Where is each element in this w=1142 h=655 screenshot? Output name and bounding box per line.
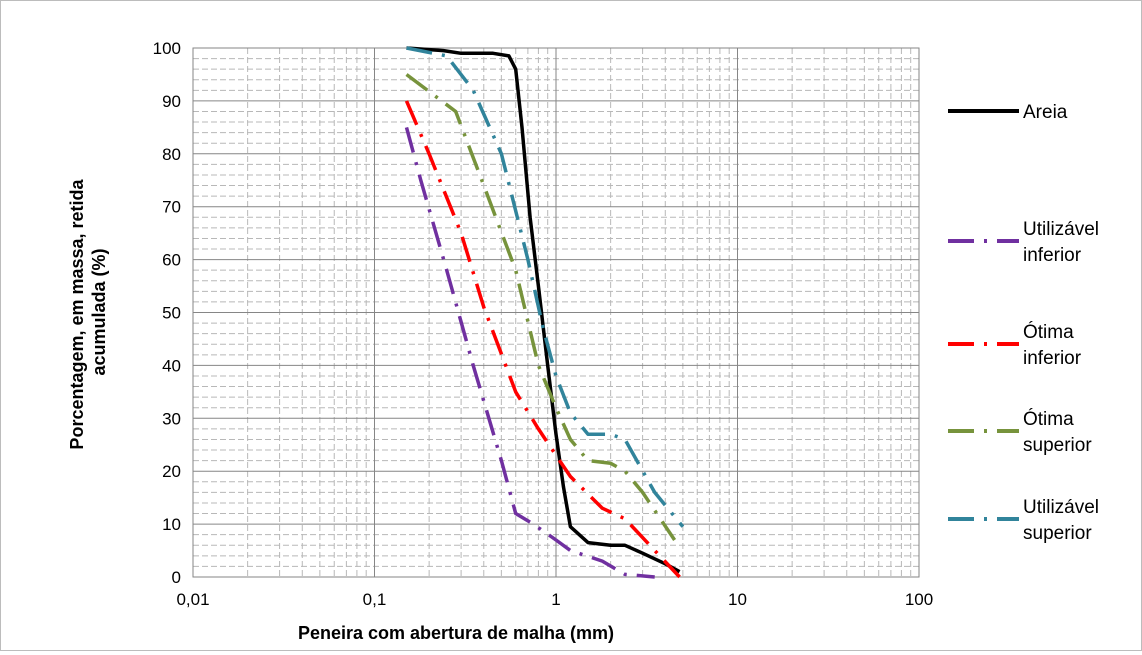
- x-axis-tick-labels: 0,01 0,1 1 10 100: [176, 590, 933, 609]
- y-axis-title: Porcentagem, em massa, retida acumulada …: [67, 174, 109, 449]
- y-axis-tick-labels: 0 10 20 30 40 50 60 70 80 90 100: [153, 39, 181, 587]
- y-axis-title-line-2: acumulada (%): [89, 248, 109, 375]
- series-line-utilizavel-superior: [406, 46, 685, 528]
- legend-label-line: Utilizável: [1023, 497, 1099, 518]
- series-line-otima-superior: [405, 73, 677, 541]
- legend-label-line: inferior: [1023, 245, 1082, 266]
- x-tick-label: 1: [551, 590, 560, 609]
- x-tick-label: 100: [905, 590, 933, 609]
- y-tick-label: 20: [162, 462, 181, 481]
- legend-label-utilizavel-superior: Utilizável superior: [1023, 497, 1099, 544]
- legend-label-areia: Areia: [1023, 102, 1068, 123]
- y-tick-label: 10: [162, 515, 181, 534]
- x-axis-title: Peneira com abertura de malha (mm): [298, 623, 614, 643]
- y-tick-label: 0: [172, 568, 181, 587]
- major-gridlines: [192, 47, 920, 578]
- legend-label-utilizavel-inferior: Utilizável inferior: [1023, 219, 1099, 266]
- y-tick-label: 40: [162, 356, 181, 375]
- y-tick-label: 80: [162, 145, 181, 164]
- series-lines: [404, 46, 685, 579]
- y-tick-label: 70: [162, 198, 181, 217]
- x-tick-label: 0,1: [363, 590, 387, 609]
- legend-label-line: superior: [1023, 435, 1092, 456]
- legend-label-line: Ótima: [1023, 408, 1074, 430]
- y-tick-label: 90: [162, 92, 181, 111]
- y-tick-label: 60: [162, 251, 181, 270]
- legend-label-line: Ótima: [1023, 321, 1074, 343]
- legend-label-otima-inferior: Ótima inferior: [1023, 321, 1082, 369]
- x-tick-label: 0,01: [176, 590, 209, 609]
- y-tick-label: 30: [162, 409, 181, 428]
- legend-label-otima-superior: Ótima superior: [1023, 408, 1092, 456]
- y-tick-label: 100: [153, 39, 181, 58]
- series-line-areia: [406, 46, 681, 574]
- legend-label-line: inferior: [1023, 348, 1082, 369]
- legend-label-line: Areia: [1023, 102, 1068, 123]
- series-line-utilizavel-inferior: [404, 126, 655, 579]
- y-tick-label: 50: [162, 304, 181, 323]
- x-tick-label: 10: [728, 590, 747, 609]
- plot-area-border: [192, 47, 920, 578]
- y-axis-title-line-1: Porcentagem, em massa, retida: [67, 178, 87, 449]
- legend-label-line: Utilizável: [1023, 219, 1099, 240]
- legend-label-line: superior: [1023, 523, 1092, 544]
